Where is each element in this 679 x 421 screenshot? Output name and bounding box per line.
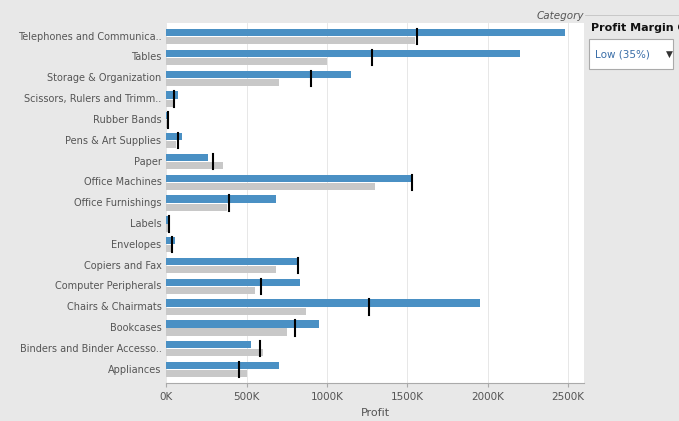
Bar xyxy=(166,154,208,161)
Bar xyxy=(166,112,168,120)
Bar xyxy=(166,120,168,128)
Bar xyxy=(166,308,306,315)
Bar xyxy=(166,162,223,169)
Bar xyxy=(166,141,176,149)
Text: Low (35%): Low (35%) xyxy=(595,49,650,59)
Bar xyxy=(166,224,170,232)
Bar xyxy=(166,216,168,224)
Bar xyxy=(166,320,319,328)
Bar xyxy=(166,195,276,203)
Bar xyxy=(166,133,181,140)
Bar xyxy=(166,99,172,107)
Bar xyxy=(166,349,263,357)
Bar xyxy=(166,245,171,253)
Bar xyxy=(166,37,416,44)
Bar xyxy=(166,79,279,86)
Bar xyxy=(166,237,175,244)
Bar xyxy=(166,370,246,377)
Bar xyxy=(166,266,276,273)
Bar xyxy=(166,58,327,65)
Bar xyxy=(166,341,251,348)
Bar xyxy=(166,203,227,211)
Text: Profit Margin Goals: Profit Margin Goals xyxy=(591,23,679,33)
Text: ▼: ▼ xyxy=(666,50,673,59)
Bar xyxy=(166,287,255,294)
Bar xyxy=(166,183,375,190)
Bar xyxy=(166,91,179,99)
Bar xyxy=(166,175,412,182)
Text: Category: Category xyxy=(536,11,584,21)
Bar xyxy=(166,71,351,78)
X-axis label: Profit: Profit xyxy=(361,408,390,418)
Bar xyxy=(166,299,479,307)
Bar xyxy=(166,29,565,36)
Bar xyxy=(166,362,279,369)
Bar xyxy=(166,258,298,265)
FancyBboxPatch shape xyxy=(589,39,674,69)
Bar xyxy=(166,50,519,57)
Bar xyxy=(166,279,299,286)
Bar xyxy=(166,328,287,336)
